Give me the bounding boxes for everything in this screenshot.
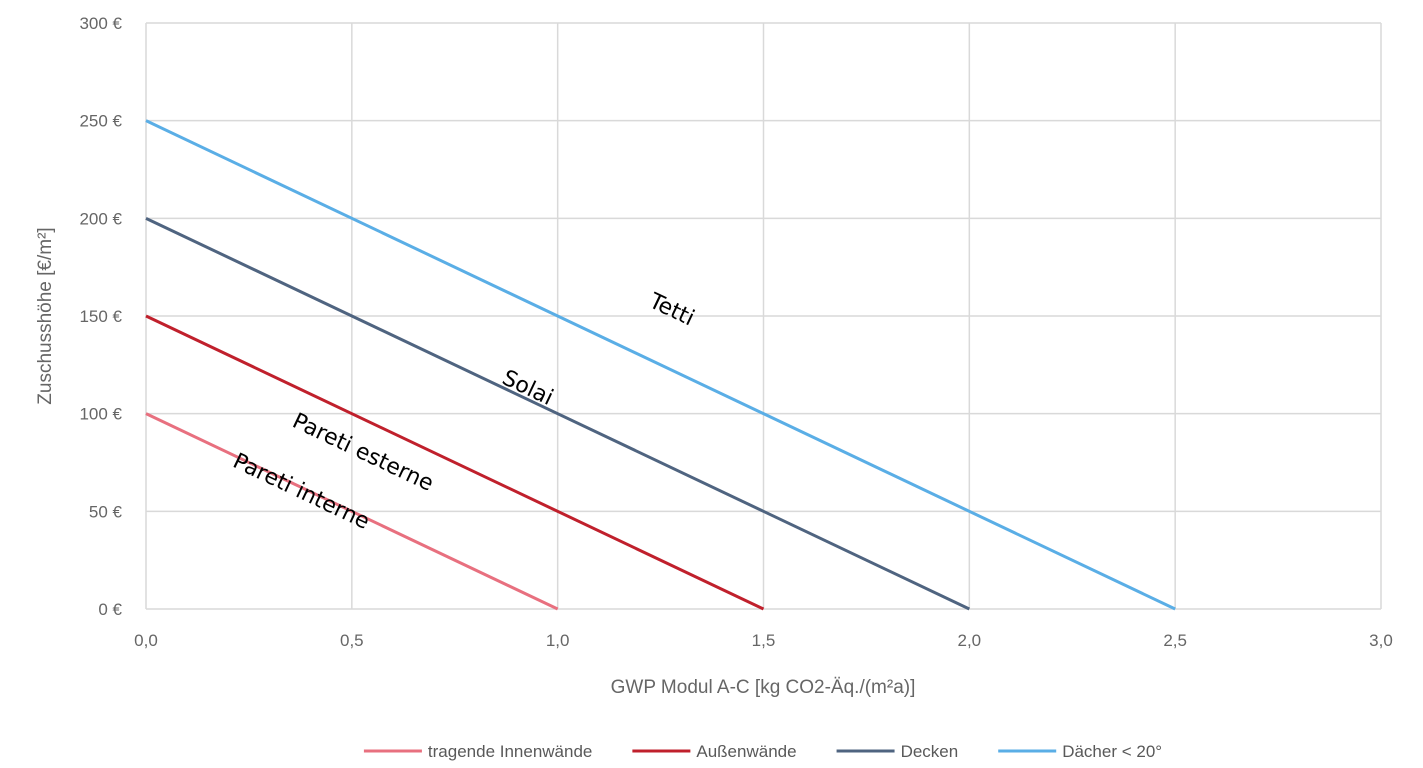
legend-label: Außenwände bbox=[696, 742, 796, 761]
y-tick-label: 250 € bbox=[79, 112, 122, 131]
legend-item: Decken bbox=[836, 742, 959, 761]
legend-label: tragende Innenwände bbox=[428, 742, 592, 761]
legend-item: Dächer < 20° bbox=[998, 742, 1162, 761]
series-line-1 bbox=[145, 314, 765, 611]
x-tick-label: 0,0 bbox=[134, 631, 158, 650]
y-tick-label: 300 € bbox=[79, 14, 122, 33]
x-axis-ticks: 0,0 0,5 1,0 1,5 2,0 2,5 3,0 bbox=[134, 631, 1393, 650]
y-axis-title: Zuschusshöhe [€/m²] bbox=[35, 227, 56, 404]
y-axis-ticks: 0 € 50 € 100 € 150 € 200 € 250 € 300 € bbox=[79, 14, 122, 619]
x-tick-label: 1,5 bbox=[752, 631, 776, 650]
x-tick-label: 0,5 bbox=[340, 631, 364, 650]
grid bbox=[145, 22, 1382, 610]
legend-label: Decken bbox=[901, 742, 959, 761]
y-tick-label: 0 € bbox=[98, 600, 122, 619]
x-tick-label: 1,0 bbox=[546, 631, 570, 650]
series-line-0 bbox=[145, 412, 559, 611]
y-tick-label: 200 € bbox=[79, 209, 122, 228]
series-line-2 bbox=[145, 216, 970, 611]
y-tick-label: 50 € bbox=[89, 502, 123, 521]
legend-item: Außenwände bbox=[632, 742, 797, 761]
y-tick-label: 100 € bbox=[79, 405, 122, 424]
x-tick-label: 3,0 bbox=[1369, 631, 1393, 650]
series-line-3 bbox=[145, 119, 1176, 611]
legend-item: tragende Innenwände bbox=[363, 742, 592, 761]
x-tick-label: 2,0 bbox=[958, 631, 982, 650]
legend: tragende Innenwände Außenwände Decken Däche… bbox=[363, 742, 1162, 761]
y-tick-label: 150 € bbox=[79, 307, 122, 326]
series-annotation: Tetti bbox=[644, 288, 698, 331]
series-annotation: Solai bbox=[498, 366, 557, 411]
x-tick-label: 2,5 bbox=[1163, 631, 1187, 650]
series-lines bbox=[145, 119, 1176, 611]
x-axis-title: GWP Modul A-C [kg CO2-Äq./(m²a)] bbox=[611, 677, 916, 698]
legend-label: Dächer < 20° bbox=[1062, 742, 1162, 761]
